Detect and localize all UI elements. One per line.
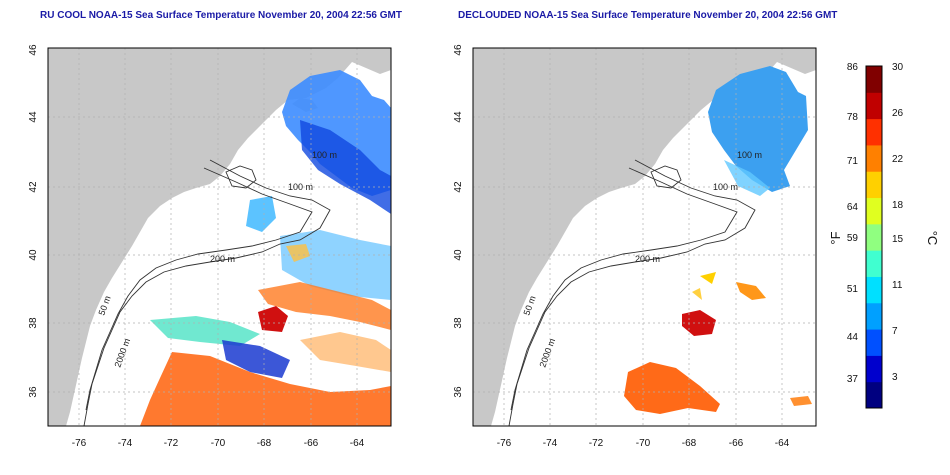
lon-tick-label: -76 bbox=[497, 438, 512, 449]
land-mass bbox=[48, 48, 391, 426]
lon-tick-label: -64 bbox=[350, 438, 365, 449]
left-lat-ticks: 36 38 40 42 44 46 bbox=[28, 44, 39, 398]
lon-tick-label: -74 bbox=[118, 438, 133, 449]
svg-text:200 m: 200 m bbox=[635, 254, 660, 264]
colorbar-swatch bbox=[866, 118, 882, 146]
colorbar-swatch bbox=[866, 66, 882, 93]
lon-tick-label: -64 bbox=[775, 438, 790, 449]
lat-tick-label: 40 bbox=[28, 249, 39, 261]
lat-tick-label: 38 bbox=[28, 317, 39, 329]
lat-tick-label: 44 bbox=[28, 111, 39, 123]
svg-text:200 m: 200 m bbox=[210, 254, 235, 264]
colorbar-swatch bbox=[866, 381, 882, 409]
lon-tick-label: -76 bbox=[72, 438, 87, 449]
fahrenheit-tick: 78 bbox=[847, 112, 859, 123]
fahrenheit-tick: 59 bbox=[847, 233, 859, 244]
fahrenheit-tick: 44 bbox=[847, 332, 859, 343]
colorbar-swatch bbox=[866, 223, 882, 251]
left-lon-ticks: -76 -74 -72 -70 -68 -66 -64 bbox=[72, 438, 365, 449]
lon-tick-label: -72 bbox=[589, 438, 604, 449]
colorbar-swatch bbox=[866, 276, 882, 304]
colorbar-swatch bbox=[866, 197, 882, 225]
svg-text:100 m: 100 m bbox=[312, 150, 337, 160]
lat-tick-label: 36 bbox=[453, 386, 464, 398]
colorbar-swatch bbox=[866, 171, 882, 199]
left-map-title: RU COOL NOAA-15 Sea Surface Temperature … bbox=[40, 10, 402, 21]
celsius-unit-label: °C bbox=[925, 231, 940, 246]
lon-tick-label: -66 bbox=[304, 438, 319, 449]
fahrenheit-unit-label: °F bbox=[828, 231, 843, 244]
fahrenheit-tick: 37 bbox=[847, 374, 859, 385]
colorbar-swatch bbox=[866, 329, 882, 356]
bathymetry-contours bbox=[83, 159, 331, 426]
colorbar-swatch bbox=[866, 302, 882, 330]
fahrenheit-tick: 71 bbox=[847, 156, 859, 167]
lon-tick-label: -66 bbox=[729, 438, 744, 449]
temperature-colorbar: 86 78 71 64 59 51 44 37 30 26 22 18 15 1… bbox=[828, 62, 940, 409]
celsius-tick: 22 bbox=[892, 154, 904, 165]
right-sst-map: 100 m 100 m 200 m 50 m 2000 m bbox=[472, 47, 817, 427]
lat-tick-label: 46 bbox=[28, 44, 39, 56]
lat-tick-label: 40 bbox=[453, 249, 464, 261]
lat-tick-label: 36 bbox=[28, 386, 39, 398]
svg-text:100 m: 100 m bbox=[737, 150, 762, 160]
left-sst-map: 100 m 100 m 200 m 50 m 2000 m bbox=[47, 47, 392, 427]
celsius-tick: 18 bbox=[892, 200, 904, 211]
svg-text:100 m: 100 m bbox=[288, 182, 313, 192]
map-grid bbox=[473, 48, 816, 426]
fahrenheit-tick: 51 bbox=[847, 284, 859, 295]
fahrenheit-tick: 86 bbox=[847, 62, 859, 73]
colorbar-swatch bbox=[866, 144, 882, 172]
lat-tick-label: 42 bbox=[453, 181, 464, 193]
celsius-tick: 30 bbox=[892, 62, 904, 73]
lon-tick-label: -74 bbox=[543, 438, 558, 449]
bathymetry-contours bbox=[508, 159, 756, 426]
right-lon-ticks: -76 -74 -72 -70 -68 -66 -64 bbox=[497, 438, 790, 449]
map-grid bbox=[48, 48, 391, 426]
celsius-tick: 7 bbox=[892, 326, 898, 337]
land-mass bbox=[473, 48, 816, 426]
celsius-tick: 26 bbox=[892, 108, 904, 119]
fahrenheit-tick: 64 bbox=[847, 202, 859, 213]
sst-patches bbox=[140, 70, 391, 426]
svg-text:100 m: 100 m bbox=[713, 182, 738, 192]
colorbar-swatch bbox=[866, 92, 882, 120]
lon-tick-label: -72 bbox=[164, 438, 179, 449]
lon-tick-label: -70 bbox=[211, 438, 226, 449]
lat-tick-label: 46 bbox=[453, 44, 464, 56]
right-map-title: DECLOUDED NOAA-15 Sea Surface Temperatur… bbox=[458, 10, 838, 21]
lon-tick-label: -70 bbox=[636, 438, 651, 449]
celsius-tick: 3 bbox=[892, 372, 898, 383]
sst-patches bbox=[624, 66, 812, 414]
lon-tick-label: -68 bbox=[257, 438, 272, 449]
right-lat-ticks: 36 38 40 42 44 46 bbox=[453, 44, 464, 398]
celsius-tick: 15 bbox=[892, 234, 904, 245]
lat-tick-label: 38 bbox=[453, 317, 464, 329]
colorbar-swatch bbox=[866, 250, 882, 277]
lat-tick-label: 42 bbox=[28, 181, 39, 193]
lat-tick-label: 44 bbox=[453, 111, 464, 123]
lon-tick-label: -68 bbox=[682, 438, 697, 449]
celsius-tick: 11 bbox=[892, 280, 903, 291]
colorbar-swatch bbox=[866, 355, 882, 383]
